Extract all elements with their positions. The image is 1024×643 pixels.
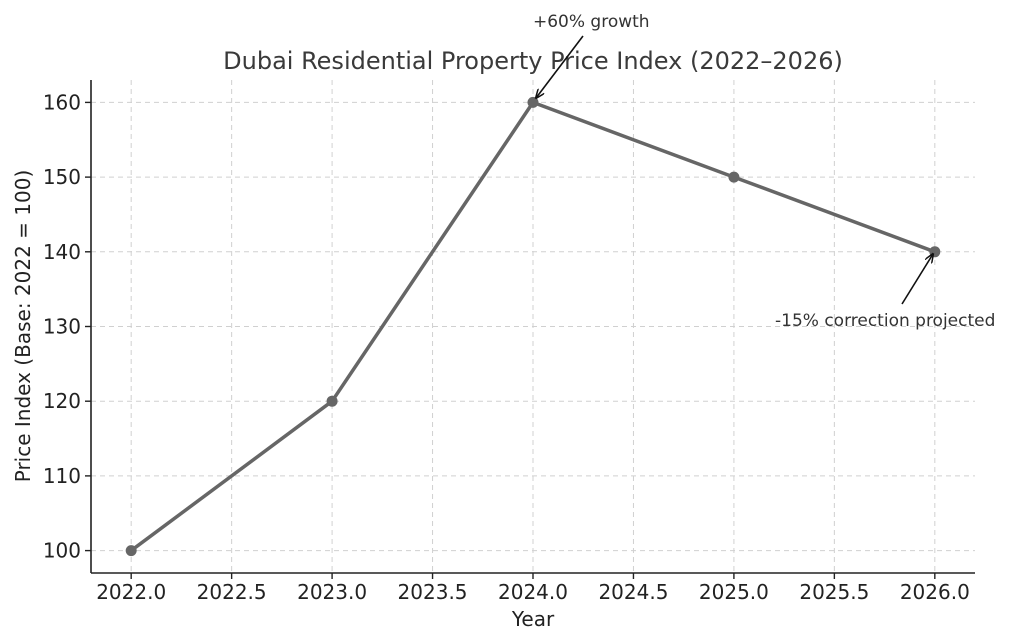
annotation-correction: -15% correction projected (775, 311, 995, 331)
y-tick-label: 130 (43, 315, 81, 339)
y-tick-label: 140 (43, 240, 81, 264)
annotation-arrow-growth (536, 35, 584, 98)
data-point (929, 246, 941, 258)
grid (91, 80, 975, 573)
x-tick-label: 2022.0 (96, 580, 166, 604)
y-tick-label: 100 (43, 539, 81, 563)
ticks: 2022.0 2022.5 2023.0 2023.5 2024.0 2024.5 2025… (43, 90, 970, 604)
series (125, 96, 941, 557)
y-axis-label: Price Index (Base: 2022 = 100) (11, 170, 35, 483)
x-tick-label: 2025.0 (699, 580, 769, 604)
x-axis-label: Year (511, 607, 555, 631)
data-point (326, 395, 338, 407)
x-tick-label: 2025.5 (799, 580, 869, 604)
y-tick-label: 120 (43, 389, 81, 413)
x-tick-label: 2024.0 (498, 580, 568, 604)
x-tick-label: 2024.5 (598, 580, 668, 604)
y-tick-label: 110 (43, 464, 81, 488)
annotation-arrow-correction (901, 254, 933, 305)
x-tick-label: 2026.0 (900, 580, 970, 604)
annotations: +60% growth -15% correction projected (533, 12, 995, 331)
data-point (527, 96, 539, 108)
data-point (728, 171, 740, 183)
x-tick-label: 2022.5 (197, 580, 267, 604)
x-tick-label: 2023.0 (297, 580, 367, 604)
chart-title: Dubai Residential Property Price Index (… (223, 47, 843, 75)
y-tick-label: 150 (43, 165, 81, 189)
data-point (125, 545, 137, 557)
y-tick-label: 160 (43, 90, 81, 114)
annotation-growth: +60% growth (533, 12, 650, 32)
x-tick-label: 2023.5 (398, 580, 468, 604)
